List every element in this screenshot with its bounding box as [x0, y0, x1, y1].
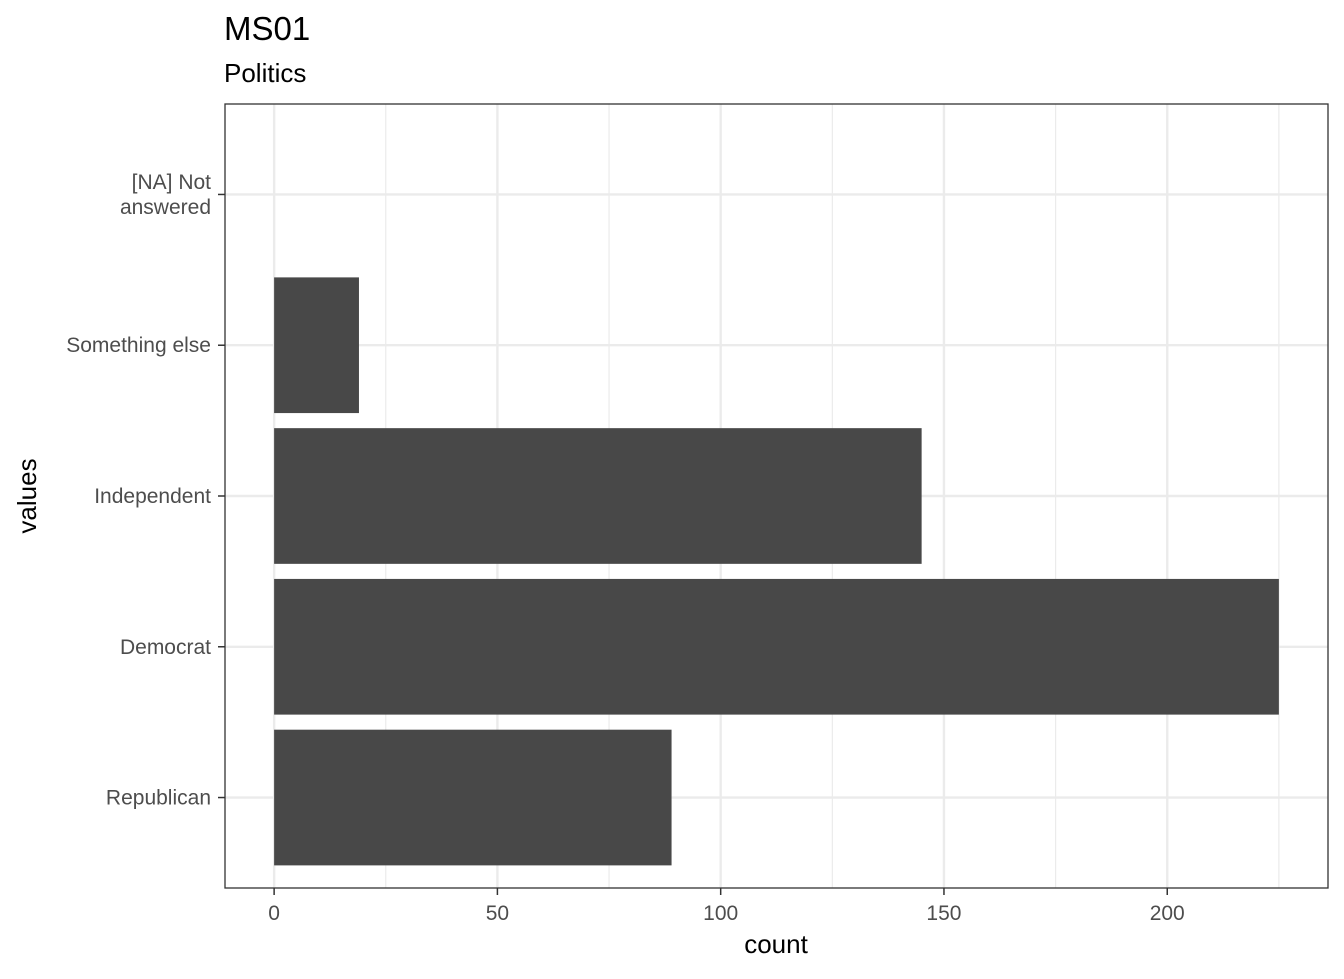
y-tick-label-na-not-answered: [NA] Not answered	[120, 171, 211, 219]
bar-something-else	[274, 277, 359, 414]
y-tick-label-democrat: Democrat	[120, 636, 211, 659]
chart-subtitle: Politics	[224, 58, 306, 88]
y-axis: Republican Democrat Independent Something e…	[66, 171, 225, 810]
x-tick-label: 200	[1150, 902, 1185, 925]
x-tick-label: 50	[486, 902, 509, 925]
bars	[274, 277, 1279, 866]
x-tick-label: 0	[268, 902, 280, 925]
y-tick-label-republican: Republican	[106, 787, 211, 810]
y-tick-label-something-else: Something else	[66, 334, 211, 357]
y-tick-label-independent: Independent	[94, 485, 211, 508]
x-axis-title: count	[744, 929, 808, 959]
bar-independent	[274, 428, 922, 564]
x-tick-label: 150	[926, 902, 961, 925]
y-axis-title: values	[12, 458, 42, 533]
x-axis: 0 50 100 150 200	[268, 888, 1185, 925]
bar-democrat	[274, 578, 1279, 715]
bar-republican	[274, 729, 672, 866]
x-tick-label: 100	[703, 902, 738, 925]
chart-title: MS01	[224, 10, 310, 47]
